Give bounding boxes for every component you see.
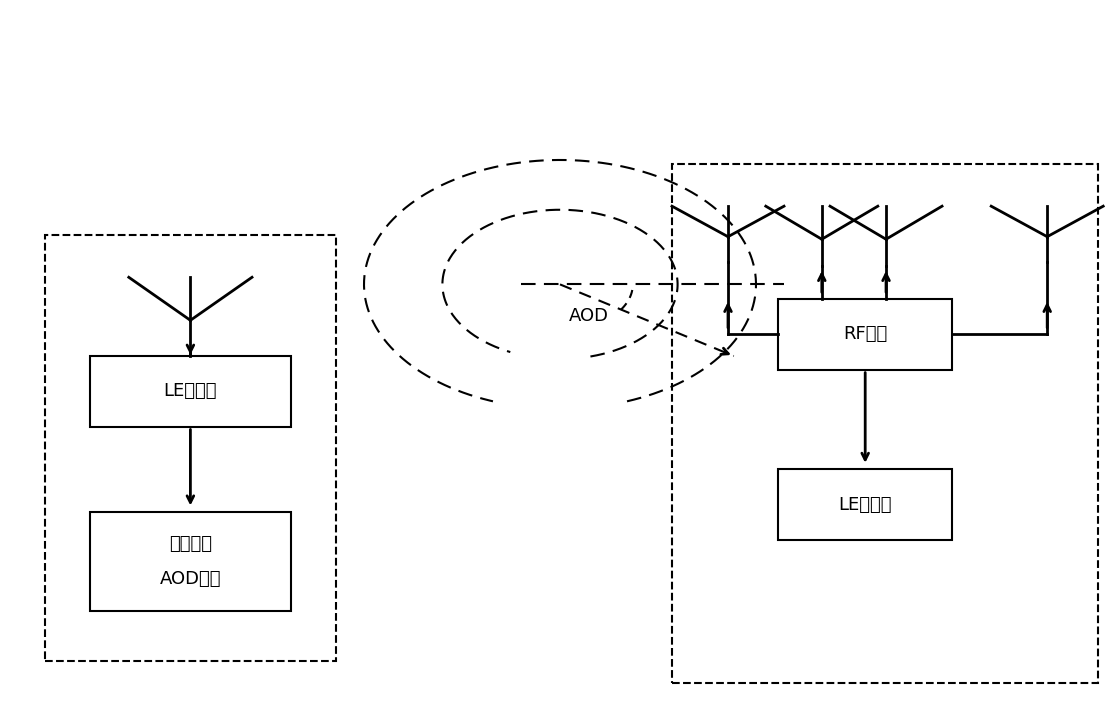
Bar — [672, 164, 1098, 683]
Bar — [45, 235, 336, 661]
Text: AOD估计: AOD估计 — [160, 570, 221, 589]
Bar — [778, 469, 952, 540]
Bar — [778, 299, 952, 370]
Text: LE接收端: LE接收端 — [164, 382, 217, 400]
Text: RF切换: RF切换 — [843, 325, 887, 343]
Bar — [90, 356, 291, 427]
Text: LE发射端: LE发射端 — [839, 496, 892, 514]
Text: 处理器做: 处理器做 — [169, 535, 212, 553]
Bar — [90, 512, 291, 611]
Text: AOD: AOD — [569, 307, 609, 326]
